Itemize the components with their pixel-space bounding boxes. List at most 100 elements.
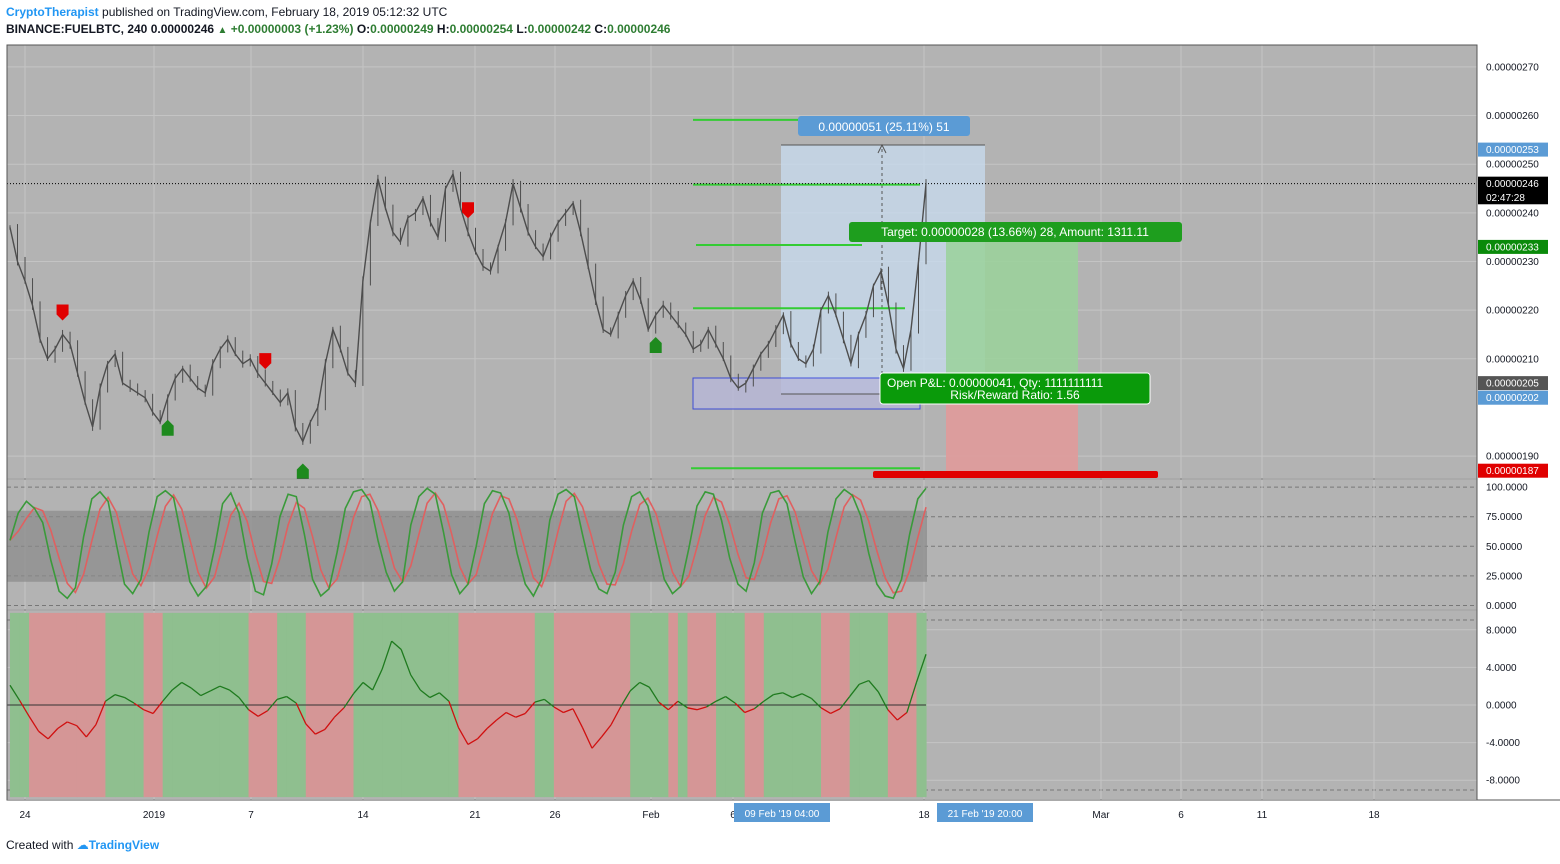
price-badge <box>1478 142 1548 157</box>
measure-arrow-head <box>877 143 887 154</box>
osc-segment <box>887 709 898 721</box>
price-series <box>9 169 927 445</box>
publish-info: CryptoTherapist published on TradingView… <box>6 5 447 19</box>
time-tick-label: 7 <box>248 810 254 821</box>
price-badge-text: 0.00000233 <box>1486 242 1539 253</box>
osc-segment <box>677 700 688 709</box>
osc-tick-label: 8.0000 <box>1486 625 1517 636</box>
price-badge-text: 0.00000202 <box>1486 393 1539 404</box>
osc-segment <box>276 695 287 700</box>
time-tick-label: 21 <box>469 810 481 821</box>
osc-segment <box>553 706 564 714</box>
close-label: C: <box>594 22 608 36</box>
published-text: published on TradingView.com, February 1… <box>98 5 448 19</box>
price-badge-text: 0.00000187 <box>1486 466 1539 477</box>
osc-tick-label: 4.0000 <box>1486 663 1517 674</box>
osc-segment <box>238 697 250 711</box>
osc-segment <box>696 706 707 711</box>
osc-segment <box>324 716 335 730</box>
time-tick-label: 6 <box>1178 810 1184 821</box>
time-tick-label: 18 <box>1368 810 1380 821</box>
time-tick-label: 2019 <box>143 810 166 821</box>
tradingview-logo-icon: ☁ <box>76 838 89 852</box>
price-badge-text: 02:47:28 <box>1486 193 1525 204</box>
measure-label: 0.00000051 (25.11%) 51 <box>798 116 970 136</box>
osc-tick-label: -8.0000 <box>1486 776 1520 787</box>
osc-segment <box>67 721 78 727</box>
osc-segment <box>181 681 192 689</box>
osc-segment <box>9 684 21 701</box>
author-link[interactable]: CryptoTherapist <box>6 5 99 19</box>
osc-segment <box>801 693 812 700</box>
osc-segment <box>400 649 412 676</box>
high-value: 0.00000254 <box>449 22 513 36</box>
osc-segment <box>515 712 526 718</box>
osc-segment <box>896 712 908 721</box>
osc-segment <box>18 699 30 717</box>
osc-segment <box>95 700 107 725</box>
time-badge <box>937 803 1033 822</box>
osc-segment <box>534 698 545 703</box>
buy-signal-icon <box>296 463 309 480</box>
osc-segment <box>448 701 460 728</box>
price-tick-label: 0.00000250 <box>1486 160 1539 171</box>
price-badge-text: 0.00000253 <box>1486 145 1539 156</box>
sell-signal-icon <box>56 304 69 321</box>
stoch-tick-label: 50.0000 <box>1486 542 1523 553</box>
osc-segment <box>38 730 49 740</box>
osc-segment <box>915 654 927 683</box>
price-badges: 0.00000253 0.00000246 02:47:28 0.00000233 0.… <box>1478 142 1548 478</box>
osc-segment <box>391 640 402 651</box>
time-axis-labels[interactable]: 24 2019 7 14 21 26 Feb 6 18 Mar 6 11 18 09 Feb '19 04… <box>19 803 1380 822</box>
stoch-tick-label: 25.0000 <box>1486 571 1523 582</box>
osc-segment <box>591 736 603 749</box>
risk-reward-text: Risk/Reward Ratio: 1.56 <box>950 388 1080 402</box>
osc-segment <box>648 686 660 703</box>
oscillator-line <box>9 640 927 749</box>
last-price: 0.00000246 <box>150 22 215 36</box>
osc-segment <box>28 715 40 732</box>
price-tick-label: 0.00000260 <box>1486 111 1539 122</box>
price-badge-text: 0.00000205 <box>1486 379 1539 390</box>
osc-segment <box>763 694 774 702</box>
target-text: Target: 0.00000028 (13.66%) 28, Amount: … <box>881 225 1149 239</box>
osc-segment <box>744 708 755 714</box>
low-label: L: <box>516 22 528 36</box>
price-badge <box>1478 176 1548 191</box>
time-tick-label: Mar <box>1092 810 1110 821</box>
oscillator-zones <box>7 612 927 798</box>
price-badge <box>1478 239 1548 254</box>
stoch-tick-label: 0.0000 <box>1486 601 1517 612</box>
open-value: 0.00000249 <box>370 22 434 36</box>
tradingview-link[interactable]: TradingView <box>88 838 160 852</box>
signal-markers <box>56 202 662 480</box>
price-tick-label: 0.00000230 <box>1486 257 1539 268</box>
osc-segment <box>753 700 765 710</box>
time-tick-label: 11 <box>1257 810 1268 821</box>
osc-segment <box>830 708 841 715</box>
osc-segment <box>667 700 679 711</box>
osc-segment <box>152 700 164 714</box>
osc-segment <box>687 707 698 711</box>
osc-segment <box>419 689 431 698</box>
stoch-tick-label: 75.0000 <box>1486 512 1523 523</box>
price-badge-text: 0.00000246 <box>1486 179 1539 190</box>
osc-segment <box>343 693 355 709</box>
osc-segment <box>257 710 268 717</box>
osc-segment <box>505 711 516 718</box>
price-badge <box>1478 463 1548 478</box>
osc-segment <box>362 681 373 691</box>
price-change: +0.00000003 (+1.23%) <box>230 22 354 36</box>
sell-signal-icon <box>462 202 474 219</box>
footer: Created with ☁TradingView <box>6 838 159 852</box>
osc-tick-label: -4.0000 <box>1486 738 1520 749</box>
osc-segment <box>162 689 173 702</box>
time-tick-label: 26 <box>549 810 561 821</box>
osc-segment <box>610 706 622 726</box>
osc-segment <box>715 695 726 702</box>
stoch-band <box>7 510 927 582</box>
price-line <box>9 171 927 444</box>
osc-segment <box>620 690 631 708</box>
time-badge-text: 09 Feb '19 04:00 <box>745 809 820 820</box>
